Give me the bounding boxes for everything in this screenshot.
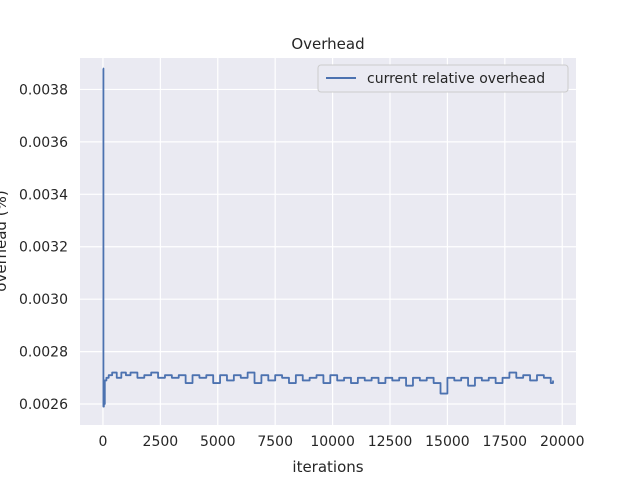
x-tick-label: 20000 (540, 434, 585, 450)
chart-title: Overhead (291, 35, 364, 53)
series-line (102, 67, 554, 408)
y-tick-label: 0.0032 (19, 240, 68, 256)
x-tick-labels: 0 2500 5000 7500 10000 12500 15000 17500 20000 (99, 434, 585, 450)
x-tick-label: 15000 (425, 434, 470, 450)
y-axis-label: overhead (%) (0, 190, 10, 291)
plot-background (80, 58, 576, 425)
x-tick-label: 7500 (257, 434, 293, 450)
x-tick-label: 12500 (368, 434, 413, 450)
x-tick-label: 17500 (483, 434, 528, 450)
legend-label: current relative overhead (367, 71, 545, 87)
grid-lines (80, 58, 576, 425)
x-tick-label: 2500 (143, 434, 179, 450)
x-tick-label: 10000 (310, 434, 355, 450)
y-tick-label: 0.0036 (19, 135, 68, 151)
y-tick-label: 0.0026 (19, 397, 68, 413)
y-tick-label: 0.0038 (19, 82, 68, 98)
legend-box (317, 64, 569, 93)
y-tick-label: 0.0030 (19, 292, 68, 308)
y-tick-labels: 0.0026 0.0028 0.0030 0.0032 0.0034 0.0036 0.00… (19, 82, 68, 413)
x-tick-label: 5000 (200, 434, 236, 450)
y-tick-label: 0.0034 (19, 187, 68, 203)
series-lines (102, 67, 554, 408)
y-tick-label: 0.0028 (19, 345, 68, 361)
x-tick-label: 0 (99, 434, 108, 450)
x-axis-label: iterations (292, 458, 363, 476)
legend: current relative overhead (317, 64, 569, 93)
